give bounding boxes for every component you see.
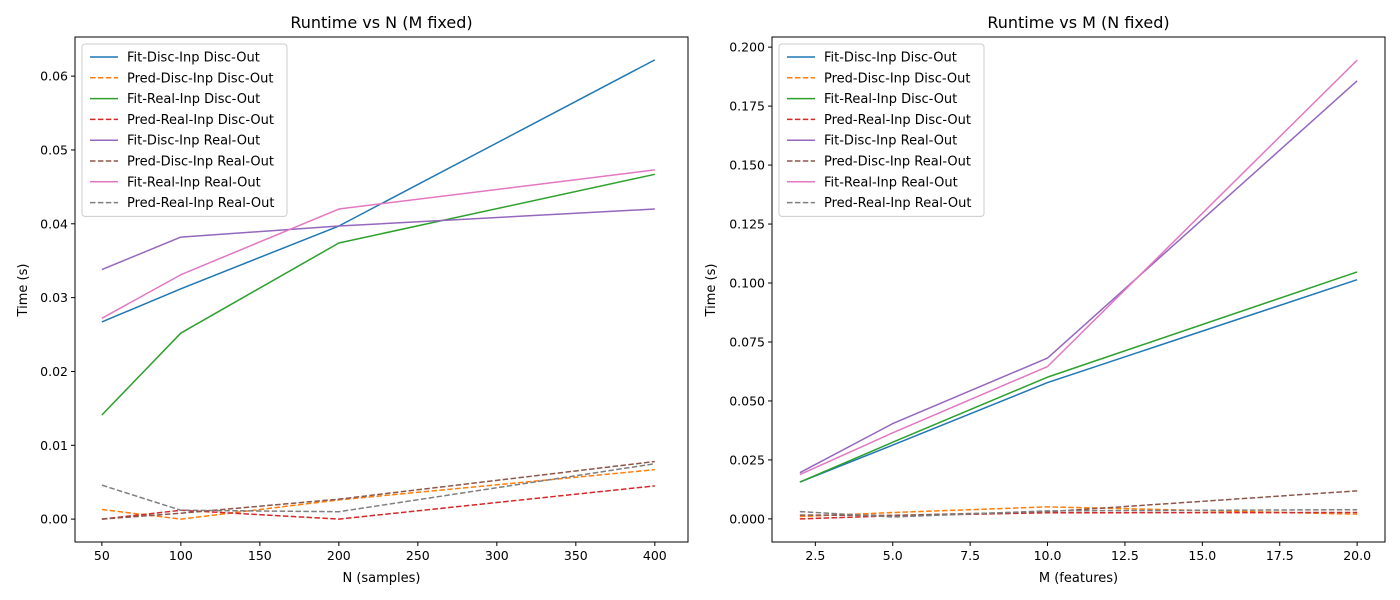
x-axis-label: N (samples) [342,571,420,586]
series-line-fit-disc-inp-real-out [101,208,655,271]
y-tick-label: 0.05 [40,142,68,157]
x-tick-label: 10.0 [1034,548,1062,563]
legend-label: Pred-Real-Inp Real-Out [824,196,971,211]
legend: Fit-Disc-Inp Disc-Out Pred-Disc-Inp Disc-… [81,43,288,217]
series-line-fit-real-inp-disc-out [799,271,1358,483]
series-line-fit-real-inp-disc-out [101,173,655,416]
series-line-fit-real-inp-real-out [101,169,655,319]
x-tick-label: 2.5 [805,548,825,563]
y-tick-label: 0.025 [729,452,765,467]
chart-runtime-vs-n: Runtime vs N (M fixed) N (samples) Time … [16,13,689,586]
x-tick-label: 400 [643,548,667,563]
chart-title: Runtime vs N (M fixed) [290,13,472,32]
y-tick-label: 0.06 [40,69,68,84]
y-tick-label: 0.00 [40,512,68,527]
legend: Fit-Disc-Inp Disc-Out Pred-Disc-Inp Disc-… [778,43,985,217]
series-line-fit-disc-inp-real-out [799,80,1358,474]
legend-label: Fit-Real-Inp Real-Out [127,175,261,190]
y-axis-label: Time (s) [16,264,31,318]
series-line-fit-real-inp-real-out [799,59,1358,476]
x-ticks: 50 100 150 200 250 300 350 400 [94,542,667,563]
series-line-pred-disc-inp-disc-out [799,506,1358,518]
x-tick-label: 300 [485,548,509,563]
plot-lines [101,59,656,520]
plot-frame [74,36,689,543]
legend-box [81,43,288,217]
legend-label: Fit-Real-Inp Real-Out [824,175,958,190]
series-line-pred-real-inp-real-out [799,508,1358,518]
y-tick-label: 0.175 [729,99,765,114]
y-tick-label: 0.03 [40,290,68,305]
chart-title: Runtime vs M (N fixed) [987,13,1169,32]
legend-label: Pred-Disc-Inp Disc-Out [127,71,273,86]
series-line-fit-disc-inp-disc-out [101,59,656,323]
y-tick-label: 0.050 [729,393,765,408]
series-line-pred-real-inp-disc-out [101,485,655,520]
x-axis-label: M (features) [1039,571,1118,586]
y-tick-label: 0.04 [40,216,68,231]
x-tick-label: 100 [169,548,193,563]
legend-label: Pred-Disc-Inp Real-Out [127,155,274,170]
x-tick-label: 250 [406,548,430,563]
plot-lines [799,59,1358,520]
legend-label: Fit-Real-Inp Disc-Out [127,92,260,107]
x-tick-label: 50 [94,548,110,563]
legend-label: Fit-Disc-Inp Disc-Out [824,51,957,66]
y-tick-label: 0.02 [40,364,68,379]
series-line-pred-real-inp-real-out [101,462,655,513]
x-tick-label: 150 [248,548,272,563]
series-line-pred-disc-inp-real-out [101,460,655,520]
x-tick-label: 350 [564,548,588,563]
legend-label: Pred-Disc-Inp Disc-Out [824,71,970,86]
y-tick-label: 0.000 [729,511,765,526]
x-tick-label: 17.5 [1266,548,1294,563]
legend-label: Pred-Disc-Inp Real-Out [824,155,971,170]
y-tick-label: 0.100 [729,276,765,291]
plot-frame [771,36,1386,543]
y-tick-label: 0.075 [729,334,765,349]
x-ticks: 2.5 5.0 7.5 10.0 12.5 15.0 17.5 20.0 [805,542,1371,563]
y-tick-label: 0.125 [729,217,765,232]
series-line-fit-disc-inp-disc-out [799,278,1358,483]
y-tick-label: 0.01 [40,438,68,453]
x-tick-label: 12.5 [1111,548,1139,563]
chart-runtime-vs-m: Runtime vs M (N fixed) M (features) Time… [704,13,1386,586]
x-tick-label: 20.0 [1343,548,1371,563]
y-tick-label: 0.200 [729,40,765,55]
legend-label: Pred-Real-Inp Disc-Out [824,113,971,128]
x-tick-label: 7.5 [960,548,980,563]
y-tick-label: 0.150 [729,158,765,173]
y-ticks: 0.00 0.01 0.02 0.03 0.04 0.05 0.06 [40,69,75,527]
x-tick-label: 15.0 [1188,548,1216,563]
x-tick-label: 200 [327,548,351,563]
legend-label: Fit-Disc-Inp Real-Out [127,134,260,149]
legend-label: Pred-Real-Inp Disc-Out [127,113,274,128]
legend-label: Fit-Disc-Inp Disc-Out [127,51,260,66]
x-tick-label: 5.0 [883,548,903,563]
legend-label: Fit-Real-Inp Disc-Out [824,92,957,107]
legend-box [778,43,985,217]
legend-label: Fit-Disc-Inp Real-Out [824,134,957,149]
y-axis-label: Time (s) [704,264,719,318]
legend-label: Pred-Real-Inp Real-Out [127,196,274,211]
y-ticks: 0.000 0.025 0.050 0.075 0.100 0.125 0.150 0.175… [729,40,772,526]
